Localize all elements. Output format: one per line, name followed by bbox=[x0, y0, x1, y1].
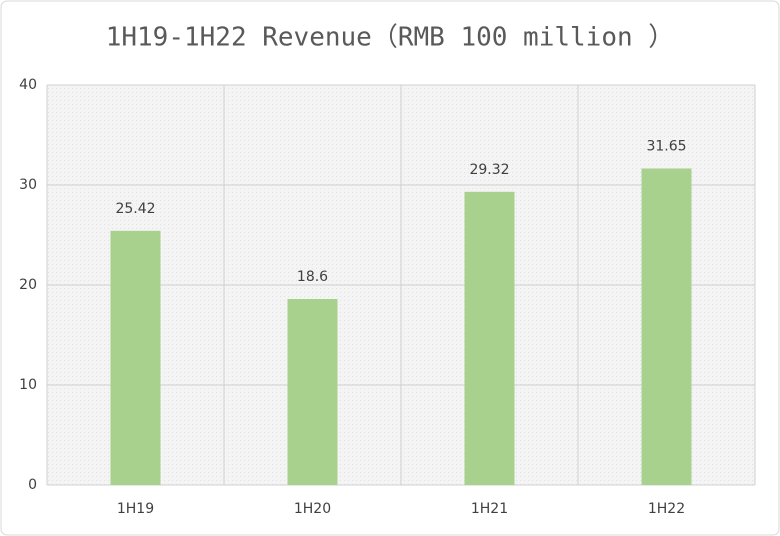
x-tick-label: 1H22 bbox=[648, 501, 685, 517]
data-label: 29.32 bbox=[469, 162, 509, 178]
y-tick-label: 30 bbox=[19, 177, 37, 193]
x-tick-label: 1H21 bbox=[471, 501, 508, 517]
bar bbox=[287, 299, 338, 485]
chart-title: 1H19-1H22 Revenue（RMB 100 million ） bbox=[106, 23, 675, 53]
data-label: 18.6 bbox=[297, 269, 328, 285]
y-tick-label: 10 bbox=[19, 377, 37, 393]
y-tick-label: 20 bbox=[19, 277, 37, 293]
data-label: 31.65 bbox=[646, 139, 686, 155]
bar bbox=[641, 168, 692, 485]
bar bbox=[464, 191, 515, 486]
y-tick-label: 40 bbox=[19, 77, 37, 93]
data-label: 25.42 bbox=[115, 201, 155, 217]
x-tick-label: 1H19 bbox=[117, 501, 154, 517]
x-tick-label: 1H20 bbox=[294, 501, 331, 517]
y-tick-label: 0 bbox=[28, 477, 37, 493]
bar bbox=[110, 230, 161, 485]
